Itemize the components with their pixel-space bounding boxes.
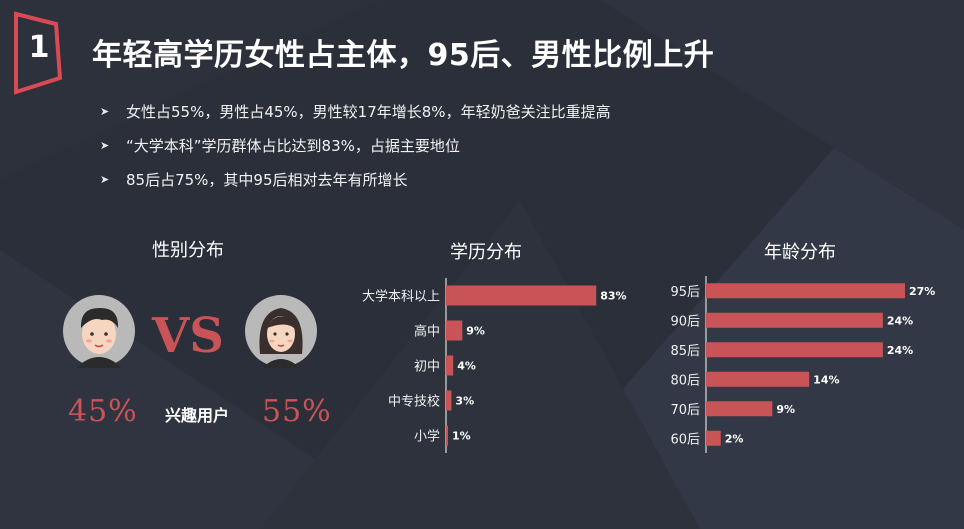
category-label: 60后 (670, 432, 700, 447)
bar (706, 401, 773, 417)
bar (446, 320, 463, 341)
bullet-text: “大学本科”学历群体占比达到83%，占据主要地位 (126, 136, 460, 155)
category-label: 85后 (670, 344, 700, 359)
bar (446, 425, 448, 446)
age-chart-title: 年龄分布 (764, 242, 836, 263)
section-number: 1 (28, 30, 50, 65)
value-label: 9% (466, 325, 485, 338)
bullet-item: ➤ “大学本科”学历群体占比达到83%，占据主要地位 (100, 128, 611, 162)
bullet-list: ➤ 女性占55%，男性占45%，男性较17年增长8%，年轻奶爸关注比重提高 ➤ “大… (100, 94, 611, 196)
category-label: 初中 (414, 360, 440, 375)
value-label: 3% (455, 395, 474, 408)
bar (706, 283, 905, 299)
education-bar-chart: 大学本科以上 83% 高中 9% 初中 4% 中专技校 3% 小学 1% (362, 278, 627, 453)
value-label: 4% (457, 360, 476, 373)
arrow-icon: ➤ (100, 172, 110, 186)
category-label: 高中 (414, 324, 440, 340)
bullet-text: 女性占55%，男性占45%，男性较17年增长8%，年轻奶爸关注比重提高 (126, 102, 611, 121)
bar (446, 355, 454, 376)
value-label: 14% (813, 373, 839, 386)
value-label: 9% (776, 403, 795, 416)
category-label: 大学本科以上 (362, 289, 440, 305)
value-label: 24% (887, 344, 913, 357)
bar (706, 342, 883, 358)
female-percentage: 55% (262, 394, 332, 429)
category-label: 70后 (670, 403, 700, 418)
male-avatar-icon (63, 295, 135, 368)
male-percentage: 45% (68, 394, 138, 429)
value-label: 27% (909, 285, 935, 298)
gender-section-title: 性别分布 (152, 240, 224, 261)
value-label: 1% (452, 430, 471, 443)
bar (446, 390, 452, 411)
value-label: 83% (600, 290, 626, 303)
education-chart-title: 学历分布 (450, 242, 522, 263)
female-avatar-icon (245, 295, 317, 368)
arrow-icon: ➤ (100, 138, 110, 152)
bullet-text: 85后占75%，其中95后相对去年有所增长 (126, 170, 408, 189)
section-number-badge (14, 11, 63, 95)
bullet-item: ➤ 85后占75%，其中95后相对去年有所增长 (100, 162, 611, 196)
interest-users-label: 兴趣用户 (165, 406, 230, 425)
category-label: 90后 (670, 314, 700, 329)
bar (706, 430, 721, 446)
value-label: 2% (725, 432, 744, 445)
category-label: 小学 (414, 429, 440, 445)
vs-graphic: VS (151, 308, 224, 358)
bar (706, 312, 883, 328)
vs-text: VS (151, 308, 224, 358)
category-label: 中专技校 (388, 394, 440, 410)
bullet-item: ➤ 女性占55%，男性占45%，男性较17年增长8%，年轻奶爸关注比重提高 (100, 94, 611, 128)
category-label: 80后 (670, 373, 700, 388)
bar (706, 371, 810, 387)
value-label: 24% (887, 314, 913, 327)
page-title: 年轻高学历女性占主体，95后、男性比例上升 (92, 38, 715, 73)
category-label: 95后 (670, 285, 700, 300)
bar (446, 285, 597, 306)
age-bar-chart: 95后 27% 90后 24% 85后 24% 80后 14% 70后 9% 60后 2% (670, 276, 935, 453)
arrow-icon: ➤ (100, 104, 110, 118)
